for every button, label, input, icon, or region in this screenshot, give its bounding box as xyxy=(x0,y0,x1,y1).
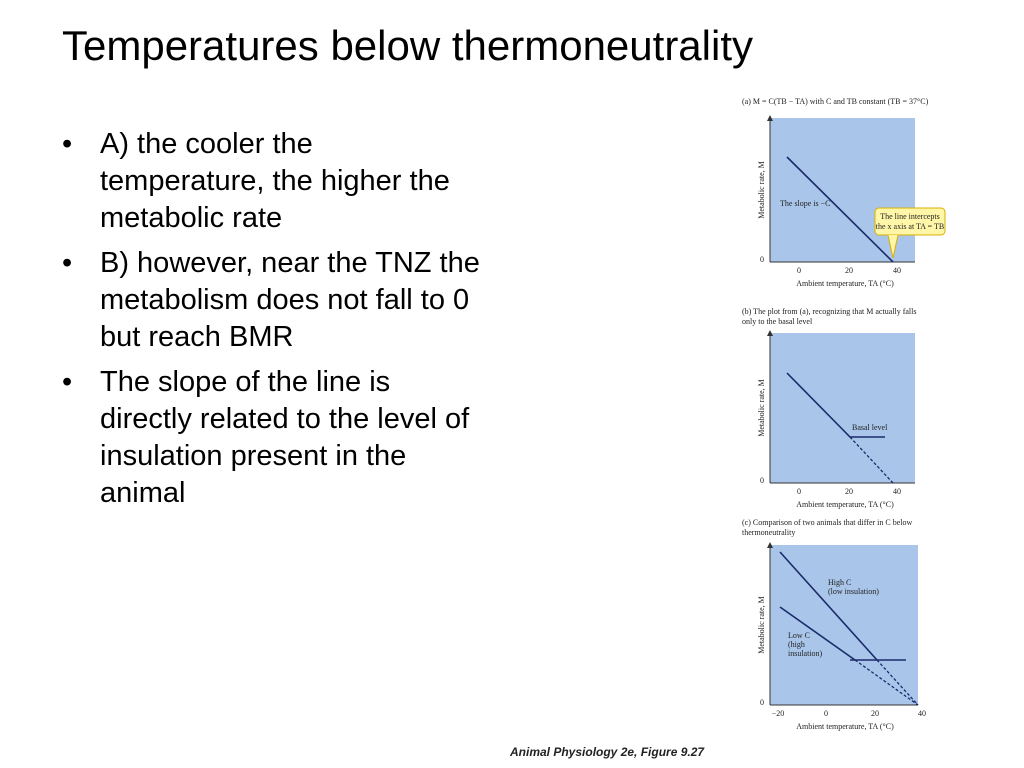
y-tick-label: 0 xyxy=(760,476,764,485)
panel-caption: only to the basal level xyxy=(742,317,813,326)
y-tick-label: 0 xyxy=(760,255,764,264)
x-tick-label: 20 xyxy=(845,266,853,275)
annotation: The slope is −C xyxy=(780,199,831,208)
plot-area xyxy=(770,333,915,483)
slide-title: Temperatures below thermoneutrality xyxy=(62,22,753,69)
y-tick-label: 0 xyxy=(760,698,764,707)
panel-caption: (b) The plot from (a), recognizing that … xyxy=(742,307,916,316)
callout-box xyxy=(874,207,946,236)
x-tick-label: 40 xyxy=(893,487,901,496)
panel-caption: (c) Comparison of two animals that diffe… xyxy=(742,518,912,527)
y-axis-label: Metabolic rate, M xyxy=(757,161,766,219)
x-tick-label: 0 xyxy=(797,487,801,496)
annotation: Low C xyxy=(788,631,810,640)
annotation: (low insulation) xyxy=(828,587,879,596)
high-c-line xyxy=(779,551,878,661)
y-axis-label: Metabolic rate, M xyxy=(757,596,766,654)
annotation: (high xyxy=(788,640,805,649)
credit: Animal Physiology 2e, Figure 9.27 xyxy=(509,745,705,759)
extrapolation xyxy=(849,436,894,484)
annotation: Basal level xyxy=(852,423,888,432)
x-tick-label: 40 xyxy=(918,709,926,718)
callout-pointer xyxy=(887,234,899,259)
x-tick-label: 0 xyxy=(797,266,801,275)
x-axis-label: Ambient temperature, TA (°C) xyxy=(796,500,894,509)
extrapolation xyxy=(854,659,919,706)
rate-line xyxy=(786,156,894,263)
extrapolation xyxy=(876,659,919,706)
x-tick-label: 20 xyxy=(845,487,853,496)
panel-caption: (a) M = C(TB − TA) with C and TB constan… xyxy=(742,97,929,106)
panel-caption: thermoneutrality xyxy=(742,528,795,537)
y-axis-label: Metabolic rate, M xyxy=(757,379,766,437)
x-tick-label: 40 xyxy=(893,266,901,275)
low-c-line xyxy=(779,606,856,661)
x-tick-label: 20 xyxy=(871,709,879,718)
callout-text: The line intercepts xyxy=(880,212,940,221)
plot-area xyxy=(770,545,918,705)
annotation: High C xyxy=(828,578,851,587)
callout-text: the x axis at TA = TB xyxy=(876,222,944,231)
bullet: B) however, near the TNZ the metabolism … xyxy=(62,245,480,356)
x-axis-label: Ambient temperature, TA (°C) xyxy=(796,279,894,288)
bullet: The slope of the line is directly relate… xyxy=(62,364,480,512)
x-tick-label: −20 xyxy=(772,709,785,718)
x-axis-label: Ambient temperature, TA (°C) xyxy=(796,722,894,731)
bullet-list: A) the cooler the temperature, the highe… xyxy=(62,126,482,520)
x-tick-label: 0 xyxy=(824,709,828,718)
annotation: insulation) xyxy=(788,649,823,658)
bullet: A) the cooler the temperature, the highe… xyxy=(62,126,480,237)
